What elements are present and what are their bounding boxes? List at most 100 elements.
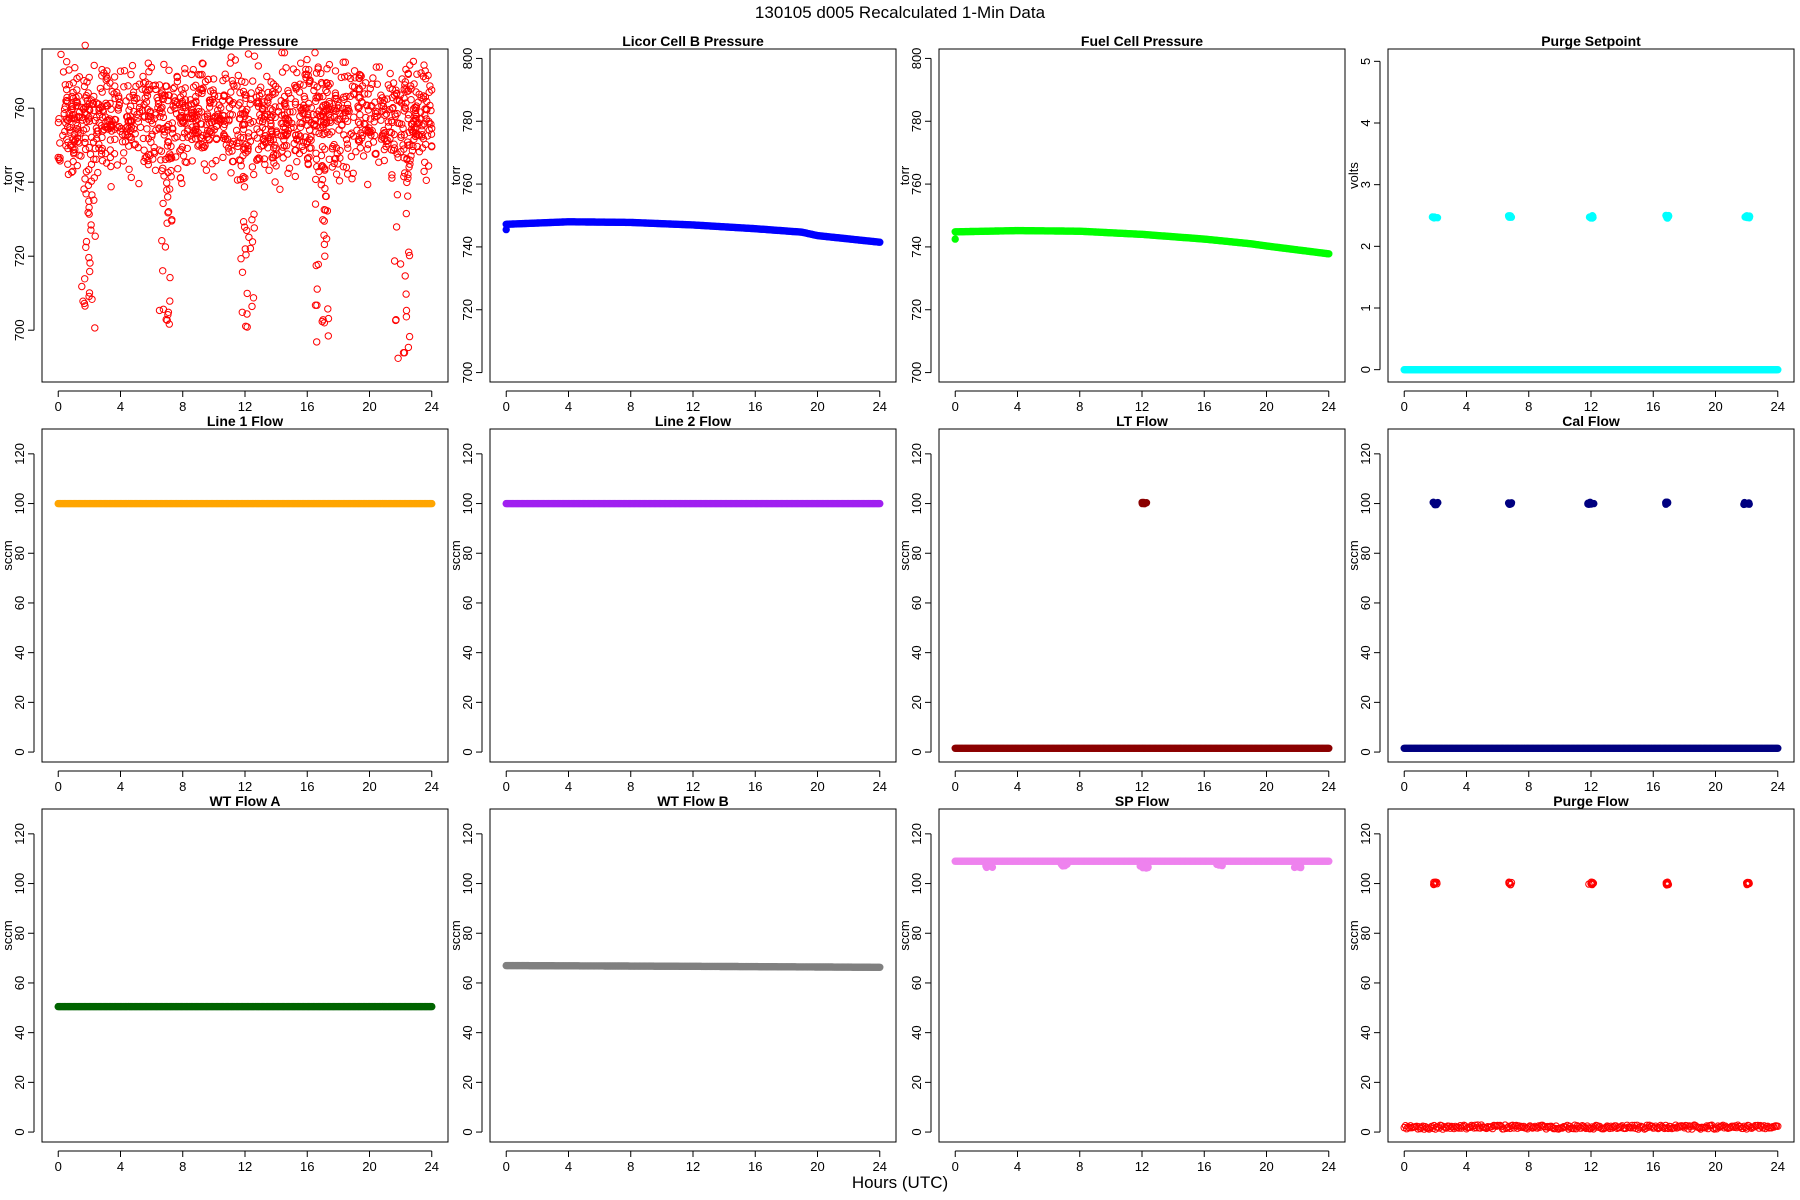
- data-point: [392, 316, 400, 324]
- data-point: [74, 129, 82, 137]
- data-point: [135, 103, 144, 112]
- data-point: [103, 116, 111, 125]
- data-point: [222, 141, 231, 149]
- data-point: [120, 83, 128, 91]
- data-point: [91, 232, 99, 240]
- data-point: [304, 159, 312, 168]
- data-point: [246, 244, 255, 253]
- data-point: [272, 151, 280, 160]
- data-point: [402, 306, 411, 315]
- data-point: [403, 178, 411, 187]
- data-point: [405, 251, 414, 260]
- data-point: [303, 55, 311, 64]
- data-point: [71, 136, 80, 144]
- data-point: [82, 168, 91, 176]
- data-point: [179, 103, 187, 112]
- data-point: [291, 172, 299, 181]
- data-point: [406, 61, 414, 69]
- data-point: [330, 140, 338, 149]
- data-point: [163, 122, 171, 131]
- data-point: [200, 160, 209, 168]
- data-point: [56, 157, 64, 165]
- data-point: [172, 153, 180, 161]
- data-point: [115, 98, 124, 107]
- y-tick-label: 3: [1358, 181, 1373, 188]
- y-axis-label: sccm: [0, 540, 15, 570]
- data-point: [334, 98, 342, 106]
- x-tick-label: 16: [1646, 399, 1660, 414]
- data-point: [323, 65, 331, 73]
- figure-title: 130105 d005 Recalculated 1-Min Data: [755, 3, 1046, 22]
- data-point: [61, 127, 69, 136]
- data-point: [148, 130, 156, 139]
- data-point: [159, 113, 168, 122]
- data-point: [195, 104, 203, 113]
- data-point: [328, 163, 336, 171]
- data-point: [219, 76, 227, 85]
- data-point: [256, 155, 264, 163]
- data-point: [179, 152, 188, 160]
- data-point: [243, 105, 251, 114]
- data-point: [404, 192, 412, 200]
- series-points: [951, 226, 1333, 258]
- data-point: [876, 238, 884, 246]
- data-point: [321, 192, 330, 200]
- series-points: [951, 498, 1333, 752]
- data-point: [319, 130, 327, 139]
- y-tick-label: 60: [1358, 976, 1373, 990]
- data-point: [168, 216, 176, 224]
- data-point: [267, 105, 275, 113]
- data-point: [388, 118, 396, 127]
- data-point: [221, 70, 229, 78]
- data-point: [85, 166, 93, 174]
- data-point: [212, 135, 221, 144]
- data-point: [951, 235, 959, 243]
- data-point: [188, 157, 196, 165]
- data-point: [221, 135, 230, 143]
- data-point: [226, 139, 234, 147]
- x-tick-label: 20: [362, 779, 376, 794]
- data-point: [70, 130, 79, 139]
- data-point: [106, 153, 115, 162]
- data-point: [425, 88, 433, 97]
- data-point: [266, 135, 275, 144]
- data-point: [163, 316, 171, 324]
- data-point: [403, 154, 411, 163]
- data-point: [90, 61, 98, 70]
- panel-title: Line 2 Flow: [655, 413, 731, 429]
- data-point: [225, 96, 233, 104]
- data-point: [244, 50, 253, 58]
- data-point: [289, 108, 297, 116]
- data-point: [355, 86, 363, 94]
- data-point: [428, 124, 436, 133]
- data-point: [107, 183, 115, 191]
- data-point: [157, 156, 165, 164]
- data-point: [342, 135, 351, 144]
- data-point: [303, 154, 312, 163]
- y-tick-label: 2: [1358, 243, 1373, 250]
- data-point: [323, 88, 331, 97]
- data-point: [74, 137, 82, 146]
- data-point: [876, 963, 884, 971]
- data-point: [283, 115, 291, 123]
- data-point: [237, 162, 245, 170]
- data-point: [400, 349, 409, 357]
- data-point: [1662, 211, 1670, 220]
- data-point: [1433, 214, 1442, 222]
- data-point: [173, 133, 181, 141]
- data-point: [335, 126, 343, 134]
- series-points: [502, 218, 884, 246]
- series-points: [54, 41, 436, 362]
- data-point: [242, 149, 250, 157]
- data-point: [244, 133, 253, 141]
- data-point: [396, 260, 405, 268]
- data-point: [332, 170, 341, 178]
- data-point: [412, 123, 420, 132]
- data-point: [324, 305, 332, 313]
- data-point: [347, 129, 356, 137]
- data-point: [363, 145, 372, 153]
- data-point: [314, 94, 322, 102]
- x-tick-label: 20: [810, 1159, 824, 1174]
- data-point: [409, 57, 418, 66]
